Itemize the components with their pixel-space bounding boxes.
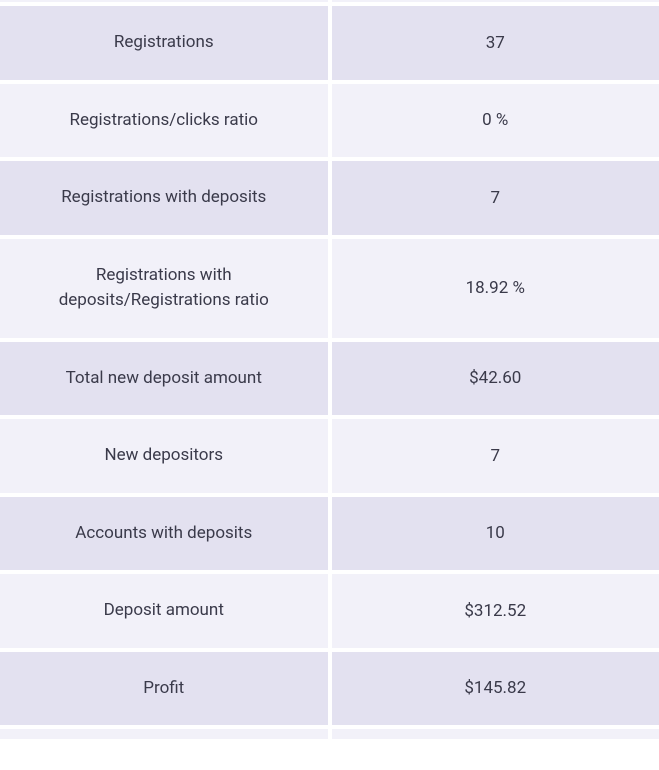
metric-value: $312.52	[332, 574, 659, 648]
table-row: Registrations/clicks ratio 0 %	[0, 84, 659, 158]
table-row: Registrations with deposits/Registration…	[0, 239, 659, 338]
table-bottom-edge	[0, 729, 659, 739]
metric-value: $42.60	[332, 342, 659, 416]
metric-label: Registrations with deposits	[0, 161, 328, 235]
metric-value: 10	[332, 497, 659, 571]
table-row: Accounts with deposits 10	[0, 497, 659, 571]
metric-label: Registrations with deposits/Registration…	[0, 239, 328, 338]
metric-label: Registrations	[0, 6, 328, 80]
table-row: Registrations 37	[0, 6, 659, 80]
metric-value: $145.82	[332, 652, 659, 726]
metric-value: 7	[332, 419, 659, 493]
table-top-edge	[0, 0, 659, 2]
metric-value: 7	[332, 161, 659, 235]
table-row: Total new deposit amount $42.60	[0, 342, 659, 416]
table-row: New depositors 7	[0, 419, 659, 493]
metric-label: New depositors	[0, 419, 328, 493]
metric-value: 37	[332, 6, 659, 80]
table-row: Deposit amount $312.52	[0, 574, 659, 648]
metric-label: Deposit amount	[0, 574, 328, 648]
metric-label: Registrations/clicks ratio	[0, 84, 328, 158]
stats-table: Registrations 37 Registrations/clicks ra…	[0, 0, 659, 739]
metric-value: 18.92 %	[332, 239, 659, 338]
metric-label: Total new deposit amount	[0, 342, 328, 416]
metric-label: Accounts with deposits	[0, 497, 328, 571]
table-row: Profit $145.82	[0, 652, 659, 726]
table-row: Registrations with deposits 7	[0, 161, 659, 235]
metric-label: Profit	[0, 652, 328, 726]
metric-value: 0 %	[332, 84, 659, 158]
